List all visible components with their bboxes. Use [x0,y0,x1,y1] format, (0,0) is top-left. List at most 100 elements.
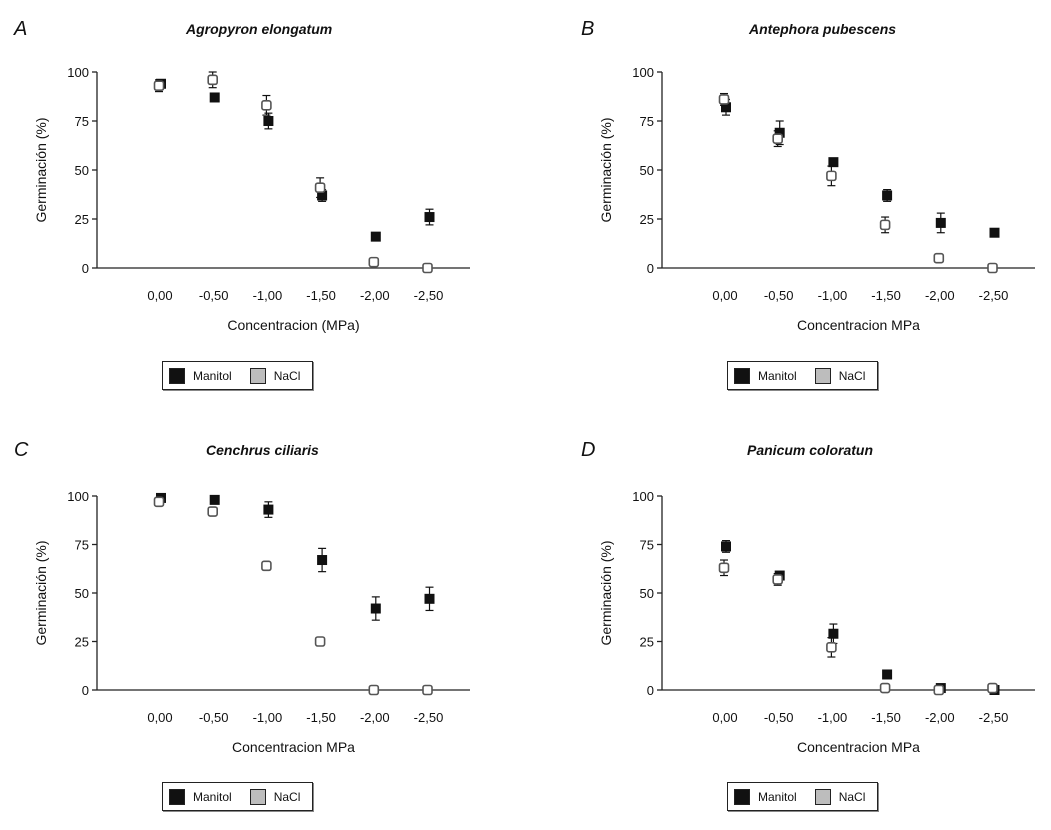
y-axis-title: Germinación (%) [598,540,614,645]
x-tick-label: -0,50 [764,288,794,303]
point-nacl [879,682,891,694]
x-axis-title: Concentracion (MPa) [227,317,359,333]
x-tick-label: 0,00 [147,288,172,303]
point-manitol [209,494,220,505]
point-manitol [828,628,839,639]
point-manitol [721,541,731,552]
point-nacl [987,262,998,274]
legend-swatch-manitol [734,788,750,805]
point-nacl [772,133,783,144]
legend-swatch-nacl [814,367,831,384]
panel-letter: B [581,18,595,40]
plot-area: 0 25 50 75 100 0,00 -0,50 -1,00 -1,50 -2,00 -2,50 C… [33,489,470,755]
point-nacl [718,94,730,105]
legend-label-nacl: NaCl [273,368,301,383]
x-tick-label: -2,50 [979,288,1009,303]
chart-panel-c: C Cenchrus ciliaris 0 25 50 75 100 0,00 -0,50 -… [0,425,525,830]
y-tick-label: 0 [82,683,89,698]
point-nacl [368,256,380,268]
point-manitol [935,217,946,228]
legend-label-nacl: NaCl [838,789,866,804]
legend-label-manitol: Manitol [193,789,232,804]
y-tick-label: 25 [75,212,89,227]
point-nacl [772,574,783,585]
x-tick-label: -2,50 [979,710,1009,725]
point-nacl [314,636,326,647]
point-nacl [422,262,433,274]
chart-panel-a: A Agropyron elongatum 0 25 50 75 100 0,00 -0,5… [0,0,525,405]
x-tick-label: -1,00 [253,710,283,725]
x-tick-label: 0,00 [712,288,737,303]
x-tick-label: -1,50 [871,288,901,303]
y-tick-label: 100 [67,489,89,504]
legend-label-manitol: Manitol [193,368,232,383]
point-manitol [828,157,839,168]
panel-letter: C [14,439,29,461]
point-manitol [370,231,381,242]
legend: Manitol NaCl [162,782,314,811]
panel-letter: D [581,439,596,461]
x-tick-label: -1,00 [818,710,848,725]
chart-title: Cenchrus ciliaris [206,442,319,458]
point-nacl [261,560,272,572]
point-manitol [370,603,381,614]
chart-panel-d: D Panicum coloratun 0 25 50 75 100 0,00 -0,50 -… [565,425,1051,830]
legend-swatch-nacl [814,788,831,805]
x-tick-label: -1,50 [871,710,901,725]
point-manitol [424,212,435,223]
point-manitol [263,504,274,515]
legend-swatch-manitol [169,788,185,805]
x-tick-label: -0,50 [199,288,229,303]
x-tick-label: -2,50 [414,710,444,725]
point-nacl [314,182,326,193]
legend-swatch-manitol [734,367,750,384]
y-tick-label: 100 [67,65,89,80]
legend: Manitol NaCl [727,782,879,811]
point-manitol [424,593,435,604]
y-tick-label: 25 [75,635,89,650]
point-nacl [933,252,945,264]
y-axis-title: Germinación (%) [33,117,49,222]
point-nacl [368,684,380,696]
y-tick-label: 50 [640,163,654,178]
y-tick-label: 0 [82,261,89,276]
point-nacl [207,74,218,86]
plot-area: 0 25 50 75 100 0,00 -0,50 -1,00 -1,50 -2,00 -2,50 C… [598,489,1035,755]
legend-label-nacl: NaCl [838,368,866,383]
y-tick-label: 75 [75,114,89,129]
x-tick-label: -0,50 [764,710,794,725]
point-nacl [207,506,218,517]
legend-swatch-nacl [249,788,266,805]
point-manitol [317,555,328,566]
y-tick-label: 0 [647,261,654,276]
x-tick-label: -1,00 [818,288,848,303]
x-tick-label: -2,00 [360,288,390,303]
panel-letter: A [14,18,28,40]
x-axis-title: Concentracion MPa [232,739,355,755]
chart-title: Antephora pubescens [749,21,897,37]
y-tick-label: 0 [647,683,654,698]
y-tick-label: 100 [632,65,654,80]
point-nacl [718,562,730,574]
point-nacl [933,684,945,696]
x-tick-label: 0,00 [147,710,172,725]
y-tick-label: 75 [75,538,89,553]
point-manitol [882,669,893,680]
point-nacl [153,496,165,508]
chart-panel-b: B Antephora pubescens 0 25 50 75 100 0,00 -0,5… [565,0,1051,405]
y-tick-label: 75 [640,538,654,553]
y-tick-label: 25 [640,212,654,227]
x-tick-label: -2,50 [414,288,444,303]
legend-label-manitol: Manitol [758,368,797,383]
point-manitol [989,227,1000,238]
chart-title: Panicum coloratun [747,442,874,458]
y-tick-label: 50 [75,163,89,178]
point-nacl [826,170,837,182]
x-tick-label: -2,00 [925,710,955,725]
point-nacl [826,642,837,653]
x-axis-title: Concentracion MPa [797,317,920,333]
point-nacl [879,219,891,231]
chart-title: Agropyron elongatum [186,21,333,37]
point-nacl [261,100,272,111]
x-tick-label: -1,50 [306,710,336,725]
